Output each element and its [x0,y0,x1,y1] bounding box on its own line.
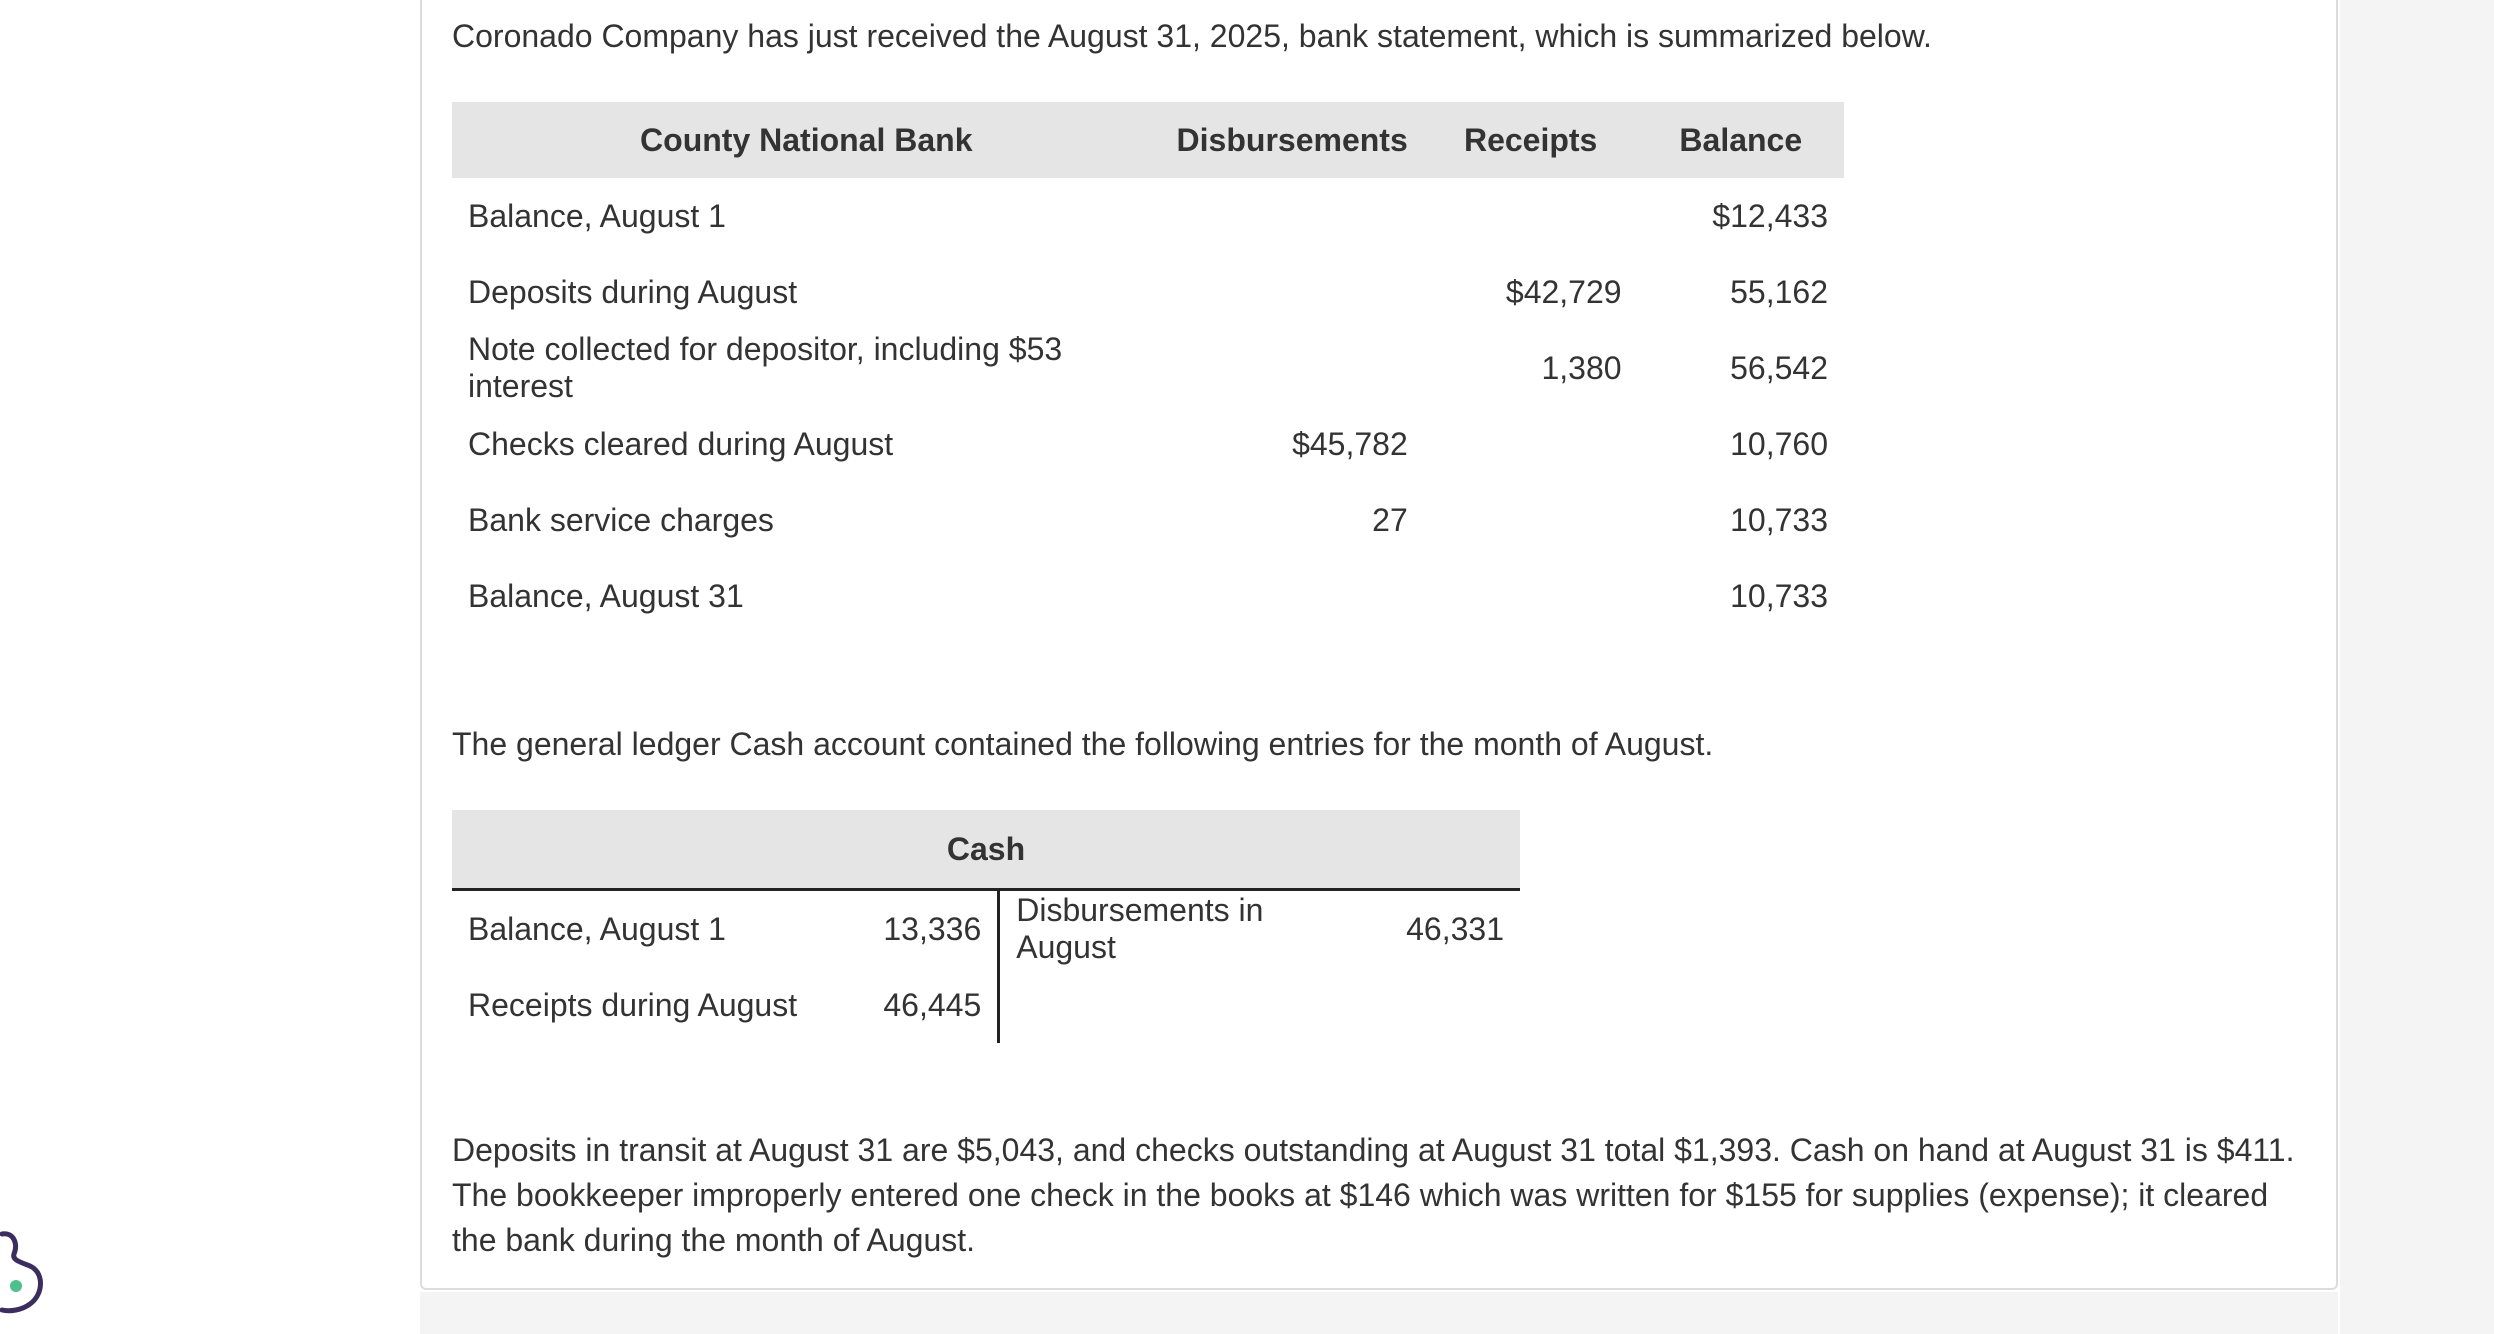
disbursements-header: Disbursements [1160,102,1424,178]
row-receipts [1424,178,1638,254]
credit-amount [1385,967,1520,1043]
bank-header-row: County National Bank Disbursements Recei… [452,102,1844,178]
row-description: Checks cleared during August [468,425,894,462]
cash-header-row: Cash [452,810,1520,891]
bank-statement-table: County National Bank Disbursements Recei… [452,102,1844,634]
row-description: Balance, August 1 [468,197,726,234]
table-row: Balance, August 1 13,336 Disbursements i… [452,889,1520,967]
page-background-right [2340,0,2494,1334]
problem-card [420,0,2338,1290]
ledger-intro-text: The general ledger Cash account containe… [452,726,1714,762]
receipts-header: Receipts [1423,102,1638,178]
row-disbursements [1161,330,1424,406]
row-balance: 10,760 [1730,425,1828,462]
brand-logo-icon [0,1231,43,1314]
table-row: Balance, August 31 10,733 [452,558,1844,634]
table-row: Bank service charges 27 10,733 [452,482,1844,558]
row-receipts [1424,406,1638,482]
row-balance: 56,542 [1730,349,1828,386]
additional-info-text: Deposits in transit at August 31 are $5,… [452,1132,2295,1258]
row-description: Note collected for depositor, including … [468,331,1063,404]
credit-description: Disbursements in August [1016,892,1264,965]
credit-amount: 46,331 [1406,910,1504,947]
debit-description: Balance, August 1 [468,910,726,947]
table-row: Balance, August 1 $12,433 [452,178,1844,254]
table-row: Receipts during August 46,445 [452,967,1520,1043]
row-disbursements: $45,782 [1292,425,1408,462]
row-receipts [1424,558,1638,634]
row-receipts: 1,380 [1541,349,1622,386]
page-background-bottom [420,1292,2338,1334]
bank-name-header: County National Bank [452,102,1161,178]
cash-t-account: Cash Balance, August 1 13,336 Disburseme… [452,810,1520,1043]
row-disbursements [1161,558,1424,634]
table-row: Note collected for depositor, including … [452,330,1844,406]
row-receipts [1424,482,1638,558]
table-row: Deposits during August $42,729 55,162 [452,254,1844,330]
intro-text: Coronado Company has just received the A… [452,18,1932,54]
table-row: Checks cleared during August $45,782 10,… [452,406,1844,482]
row-balance: 10,733 [1730,577,1828,614]
row-balance: 10,733 [1730,501,1828,538]
row-description: Bank service charges [468,501,774,538]
row-description: Balance, August 31 [468,577,744,614]
credit-description [999,967,1385,1043]
debit-amount: 13,336 [864,889,1001,967]
row-disbursements: 27 [1372,501,1408,538]
row-disbursements [1161,178,1424,254]
debit-amount: 46,445 [864,967,1001,1043]
row-balance: 55,162 [1730,273,1828,310]
row-balance: $12,433 [1712,197,1828,234]
row-description: Deposits during August [468,273,798,310]
balance-header: Balance [1637,102,1844,178]
row-disbursements [1161,254,1424,330]
row-receipts: $42,729 [1505,273,1622,310]
cash-account-title: Cash [452,810,1520,891]
debit-description: Receipts during August [468,986,798,1023]
